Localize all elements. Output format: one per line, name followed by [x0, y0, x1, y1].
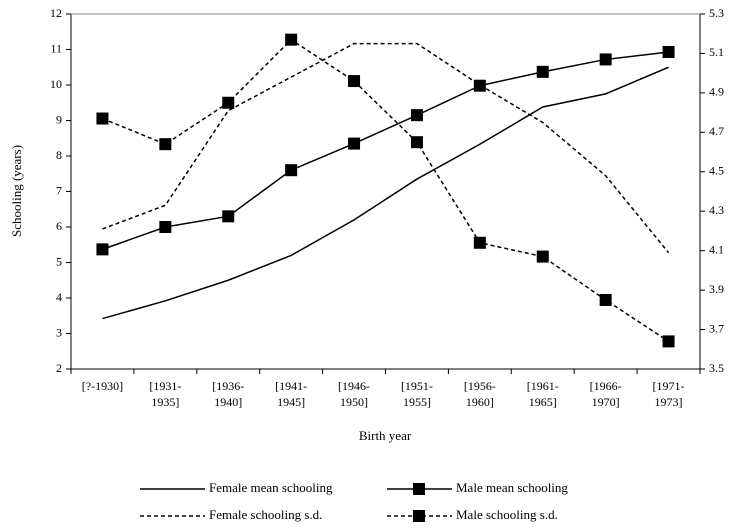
marker: [285, 33, 298, 46]
y2-tick-label: 4.1: [709, 242, 724, 256]
y-tick-label: 11: [50, 41, 62, 55]
x-tick-label: [1966-1970]: [590, 379, 622, 409]
x-tick-label: [1946-1950]: [338, 379, 370, 409]
legend-marker: [413, 483, 425, 495]
marker: [96, 243, 109, 256]
y2-tick-label: 3.5: [709, 361, 724, 375]
legend-label: Male mean schooling: [456, 480, 568, 495]
legend-label: Female mean schooling: [209, 480, 333, 495]
marker: [410, 136, 423, 149]
y-tick-label: 6: [56, 219, 62, 233]
series-line: [102, 66, 669, 320]
y2-tick-label: 4.5: [709, 164, 724, 178]
marker: [348, 137, 361, 150]
series-line: [102, 42, 670, 254]
marker: [348, 75, 361, 88]
x-tick-label: [1971-1973]: [653, 379, 685, 409]
y-tick-label: 9: [56, 112, 62, 126]
marker: [96, 112, 109, 125]
x-tick-label: [1961-1965]: [527, 379, 559, 409]
y-tick-label: 10: [50, 77, 62, 91]
x-tick-label: [1931-1935]: [149, 379, 181, 409]
marker: [662, 45, 675, 58]
series-line: [102, 51, 669, 251]
y2-tick-label: 4.3: [709, 203, 724, 217]
x-axis-title: Birth year: [359, 428, 412, 443]
marker: [599, 53, 612, 66]
marker: [473, 236, 486, 249]
marker: [536, 250, 549, 263]
x-tick-label: [1956-1960]: [464, 379, 496, 409]
x-tick-label: [1936-1940]: [212, 379, 244, 409]
marker: [410, 109, 423, 122]
legend-marker: [413, 510, 425, 522]
series-line: [102, 38, 669, 343]
marker: [536, 65, 549, 78]
x-tick-label: [1941-1945]: [275, 379, 307, 409]
x-tick-label: [1951-1955]: [401, 379, 433, 409]
y2-tick-label: 4.9: [709, 85, 724, 99]
y-tick-label: 5: [56, 254, 62, 268]
y-tick-label: 4: [56, 290, 62, 304]
y2-tick-label: 5.3: [709, 6, 724, 20]
marker: [662, 335, 675, 348]
y-tick-label: 7: [56, 183, 62, 197]
marker: [222, 96, 235, 109]
y-tick-label: 12: [50, 6, 62, 20]
marker: [285, 164, 298, 177]
y2-tick-label: 5.1: [709, 45, 724, 59]
y2-tick-label: 3.7: [709, 321, 724, 335]
legend-label: Female schooling s.d.: [209, 507, 322, 522]
y2-tick-label: 4.7: [709, 124, 724, 138]
x-tick-label: [?-1930]: [82, 379, 123, 393]
marker: [159, 221, 172, 233]
y-tick-label: 2: [56, 361, 62, 375]
legend-label: Male schooling s.d.: [456, 507, 558, 522]
y-axis-title: Schooling (years): [9, 145, 24, 237]
y-tick-label: 3: [56, 325, 62, 339]
marker: [222, 210, 235, 223]
y-tick-label: 8: [56, 148, 62, 162]
marker: [159, 138, 172, 151]
y2-tick-label: 3.9: [709, 282, 724, 296]
marker: [599, 293, 612, 306]
